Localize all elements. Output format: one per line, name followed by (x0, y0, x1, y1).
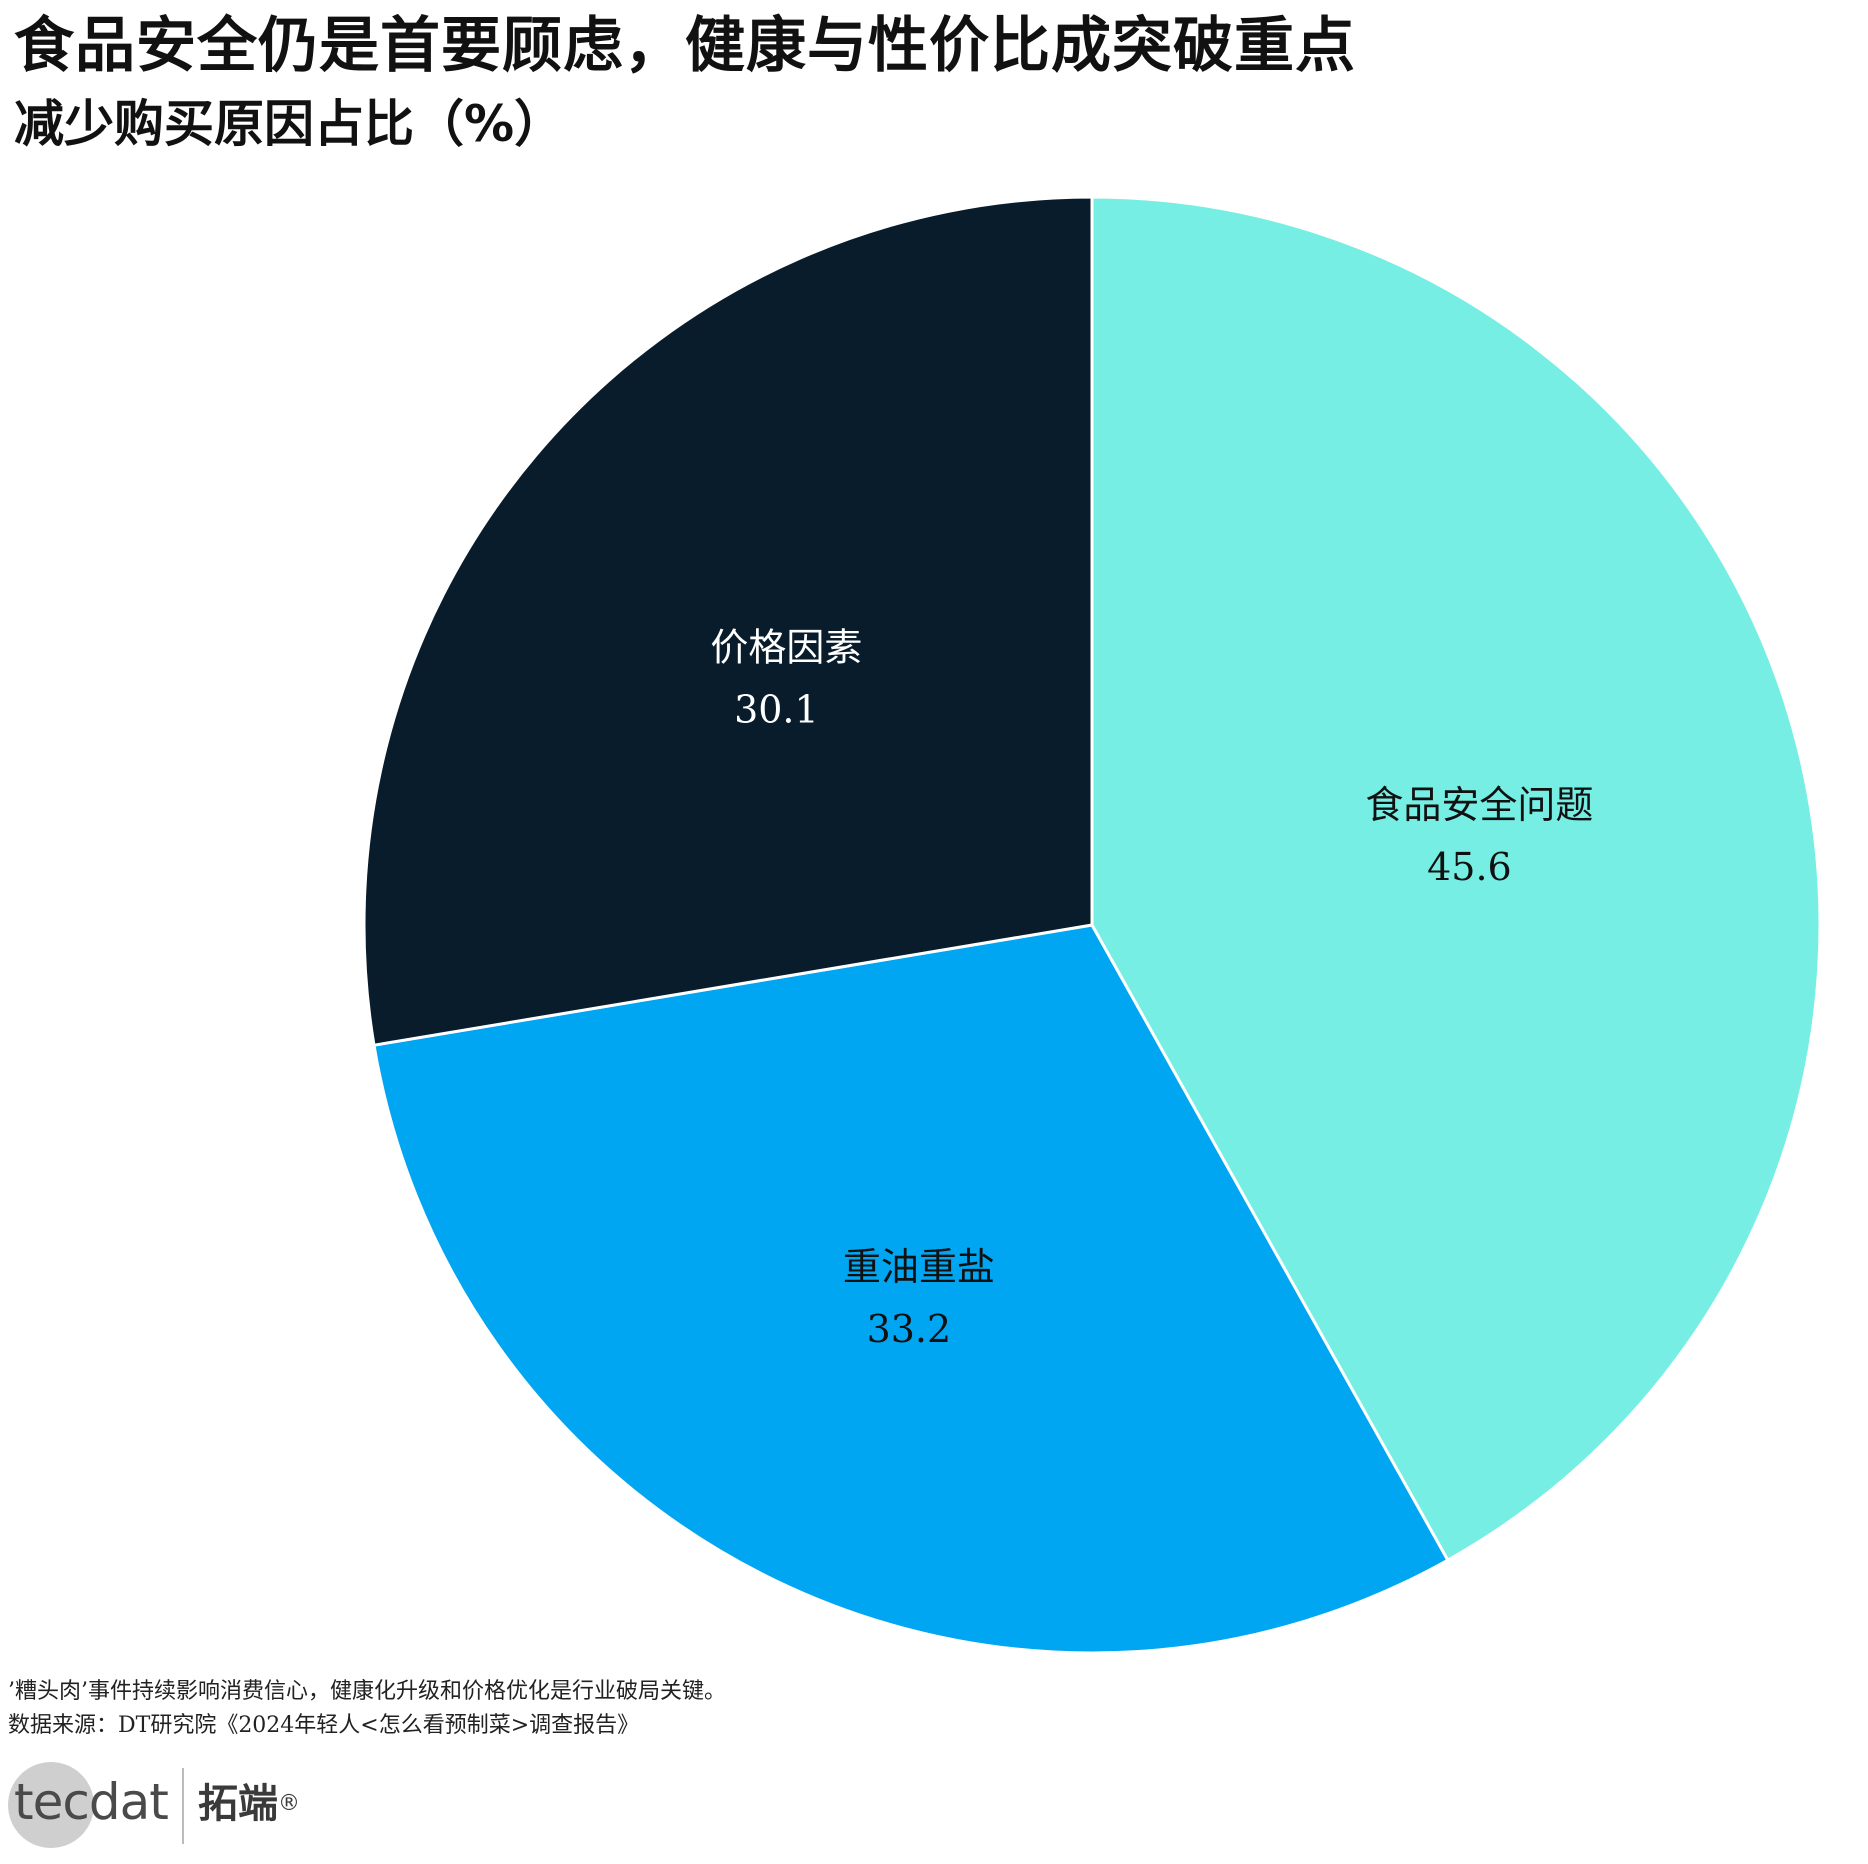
chart-title: 食品安全仍是首要顾虑，健康与性价比成突破重点 (14, 11, 1356, 81)
pie-slices (362, 195, 1822, 1655)
logo-chinese-name: 拓端® (198, 1781, 300, 1827)
pie-slice-3 (362, 195, 1094, 1047)
logo-circle-icon (8, 1762, 94, 1848)
slice-label-3: 价格因素 (710, 625, 862, 669)
brand-logo: tecdat 拓端® (8, 1760, 328, 1850)
slice-value-1: 45.6 (1427, 845, 1512, 889)
chart-note: ’糟头肉’事件持续影响消费信心，健康化升级和价格优化是行业破局关键。 (8, 1679, 726, 1704)
slice-value-3: 30.1 (734, 687, 819, 731)
pie-labels: 食品安全问题 45.6 重油重盐 33.2 价格因素 30.1 (710, 625, 1593, 1351)
logo-wordmark: tecdat (14, 1773, 169, 1831)
slice-label-1: 食品安全问题 (1365, 783, 1593, 827)
logo-divider (182, 1768, 184, 1844)
chart-subtitle: 减少购买原因占比（%） (14, 95, 565, 153)
pie-slice-1 (1090, 195, 1822, 1563)
pie-slice-2 (372, 923, 1450, 1655)
slice-value-2: 33.2 (867, 1307, 952, 1351)
data-source: 数据来源：DT研究院《2024年轻人<怎么看预制菜>调查报告》 (8, 1713, 640, 1738)
slice-label-2: 重油重盐 (843, 1245, 995, 1289)
